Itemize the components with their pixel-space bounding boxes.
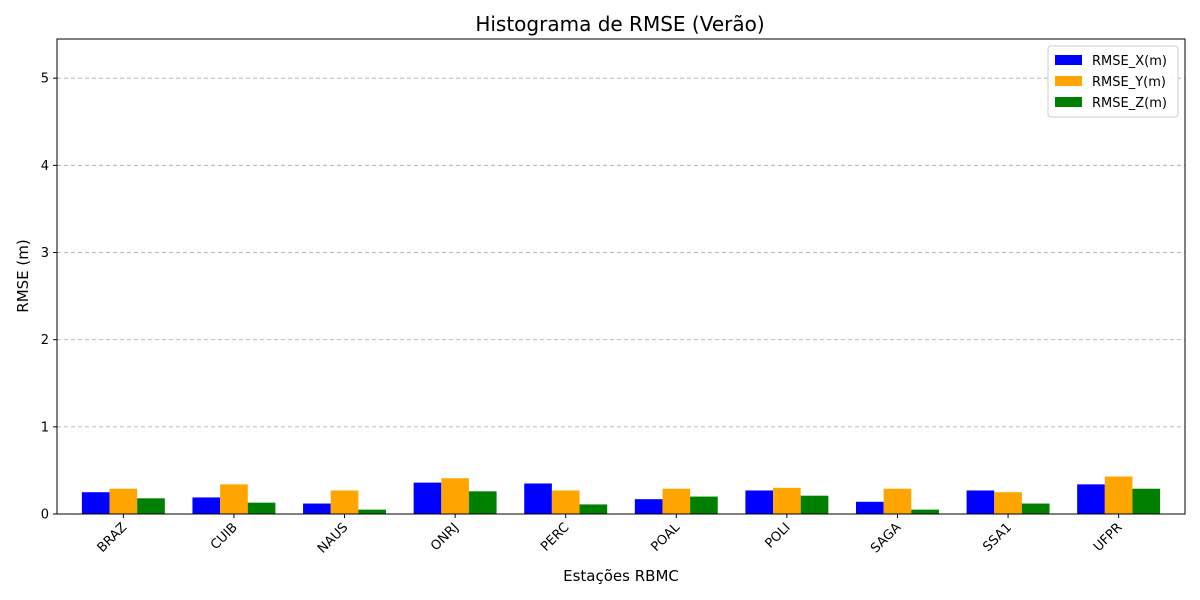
chart-title: Histograma de RMSE (Verão) <box>475 12 764 36</box>
y-tick-label: 0 <box>41 508 49 523</box>
bar <box>524 483 552 514</box>
bar <box>690 496 718 514</box>
bar <box>192 497 221 514</box>
x-tick-label: POAL <box>648 520 683 555</box>
y-tick-label: 3 <box>41 246 49 261</box>
x-tick-label: SSA1 <box>980 520 1015 555</box>
x-tick-label: BRAZ <box>95 520 131 556</box>
x-tick-label: POLI <box>762 520 793 551</box>
bar <box>441 478 469 514</box>
bar <box>109 488 138 514</box>
bar <box>1132 488 1161 514</box>
x-axis-label: Estações RBMC <box>563 567 679 585</box>
bar <box>1077 484 1105 514</box>
x-tick-label: ONRJ <box>428 520 462 554</box>
bar <box>137 498 165 514</box>
x-tick-label: PERC <box>538 520 572 554</box>
y-axis-ticks: 0 1 2 3 4 5 <box>41 72 57 523</box>
bar <box>330 490 359 514</box>
y-axis-label: RMSE (m) <box>14 239 32 312</box>
bar <box>551 490 580 514</box>
bars <box>81 476 1161 514</box>
bar <box>966 490 995 514</box>
bar <box>1021 503 1050 514</box>
bar <box>883 488 912 514</box>
bar <box>800 495 829 514</box>
bar <box>911 509 939 514</box>
bar <box>358 509 386 514</box>
legend-swatch <box>1055 76 1082 86</box>
legend-swatch <box>1055 97 1082 107</box>
bar <box>413 482 442 514</box>
legend-label: RMSE_X(m) <box>1092 54 1167 69</box>
x-tick-label: UFPR <box>1091 520 1126 555</box>
bar <box>634 499 663 514</box>
legend-label: RMSE_Y(m) <box>1092 75 1166 90</box>
x-axis-ticks: BRAZ CUIB NAUS ONRJ PERC POAL POLI SAGA SSA1 UFPR <box>95 514 1126 557</box>
x-tick-label: CUIB <box>208 520 241 553</box>
bar <box>1104 476 1133 514</box>
bar <box>220 484 248 514</box>
bar <box>468 491 497 514</box>
bar <box>773 487 801 514</box>
bar <box>662 488 691 514</box>
bar <box>81 492 110 514</box>
x-tick-label: SAGA <box>868 520 904 556</box>
plot-frame <box>56 38 1186 515</box>
bar <box>856 501 884 514</box>
legend-swatch <box>1055 55 1082 65</box>
legend: RMSE_X(m) RMSE_Y(m) RMSE_Z(m) <box>1047 45 1179 118</box>
bar <box>303 503 331 514</box>
bar <box>579 504 608 514</box>
bar <box>994 492 1022 514</box>
bar <box>247 502 276 514</box>
bar <box>745 490 774 514</box>
legend-label: RMSE_Z(m) <box>1092 96 1167 111</box>
y-tick-label: 2 <box>41 333 49 348</box>
grid <box>57 77 1185 428</box>
x-tick-label: NAUS <box>315 520 351 556</box>
y-tick-label: 1 <box>41 420 49 435</box>
y-tick-label: 4 <box>41 159 49 174</box>
y-tick-label: 5 <box>41 72 49 87</box>
